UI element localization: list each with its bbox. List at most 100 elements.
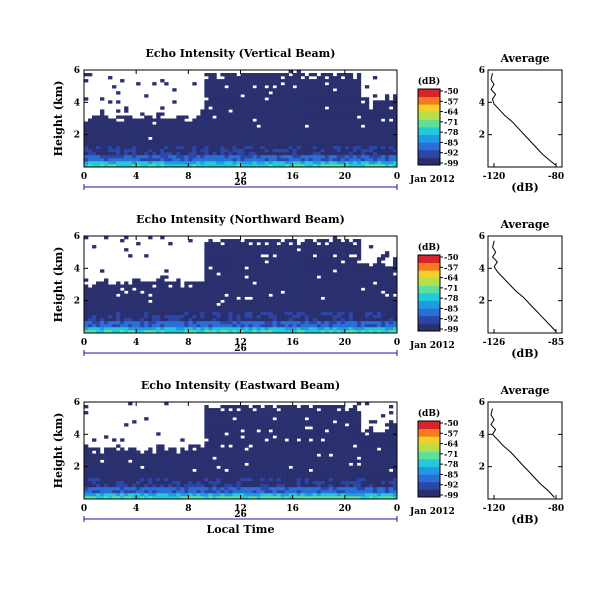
heatmap-cell — [256, 148, 261, 153]
heatmap-cell — [96, 115, 101, 119]
heatmap-cell — [248, 438, 253, 442]
heatmap-cell — [156, 317, 161, 322]
heatmap-cell — [156, 480, 161, 485]
heatmap-cell — [236, 489, 241, 494]
heatmap-cell — [244, 489, 249, 494]
heatmap-cell — [188, 308, 193, 313]
heatmap-cell — [348, 130, 354, 134]
heatmap-cell — [244, 251, 249, 255]
heatmap-cell — [212, 320, 217, 325]
heatmap-cell — [344, 287, 350, 291]
heatmap-cell — [228, 127, 233, 131]
heatmap-cell — [316, 296, 322, 300]
heatmap-cell — [124, 142, 129, 147]
heatmap-cell — [84, 290, 89, 294]
heatmap-cell — [248, 468, 253, 473]
heatmap-cell — [208, 94, 213, 98]
heatmap-cell — [284, 266, 289, 270]
heatmap-cell — [128, 305, 133, 310]
heatmap-cell — [148, 308, 153, 313]
heatmap-cell — [208, 248, 213, 252]
heatmap-cell — [336, 320, 342, 325]
heatmap-cell — [192, 154, 197, 159]
heatmap-cell — [116, 160, 121, 165]
heatmap-cell — [336, 97, 342, 101]
heatmap-cell — [240, 441, 245, 445]
heatmap-cell — [388, 266, 394, 270]
heatmap-cell — [212, 423, 217, 427]
heatmap-cell — [124, 495, 129, 500]
heatmap-cell — [348, 79, 354, 83]
heatmap-cell — [292, 118, 297, 122]
heatmap-cell — [136, 242, 141, 246]
heatmap-cell — [240, 79, 245, 83]
heatmap-cell — [376, 305, 382, 310]
heatmap-cell — [268, 465, 273, 469]
heatmap-cell — [160, 121, 165, 125]
heatmap-cell — [320, 269, 326, 273]
heatmap-cell — [200, 299, 205, 303]
heatmap-cell — [372, 106, 378, 110]
heatmap-cell — [236, 97, 241, 101]
heatmap-cell — [200, 115, 205, 119]
heatmap-cell — [224, 414, 229, 418]
heatmap-cell — [308, 260, 314, 264]
heatmap-cell — [96, 293, 101, 297]
heatmap-cell — [328, 88, 334, 92]
heatmap-cell — [344, 139, 350, 144]
heatmap-cell — [100, 148, 105, 153]
heatmap-cell — [232, 136, 237, 141]
heatmap-cell — [320, 326, 326, 331]
heatmap-cell — [288, 79, 293, 83]
heatmap-cell — [172, 450, 177, 454]
heatmap-cell — [340, 257, 346, 261]
heatmap-cell — [288, 311, 293, 316]
heatmap-cell — [320, 299, 326, 303]
heatmap-cell — [296, 326, 301, 331]
heatmap-cell — [108, 447, 113, 451]
heatmap-cell — [264, 79, 269, 83]
heatmap-cell — [200, 121, 205, 125]
heatmap-cell — [240, 88, 245, 92]
heatmap-cell — [372, 293, 378, 297]
heatmap-cell — [236, 314, 241, 319]
heatmap-cell — [308, 293, 314, 297]
heatmap-cell — [252, 299, 257, 303]
heatmap-cell — [324, 278, 330, 282]
heatmap-cell — [260, 245, 265, 249]
heatmap-cell — [348, 242, 354, 246]
heatmap-cell — [208, 465, 213, 469]
heatmap-cell — [220, 106, 225, 110]
heatmap-cell — [272, 257, 277, 261]
heatmap-cell — [88, 495, 93, 500]
heatmap-cell — [216, 88, 221, 92]
heatmap-cell — [132, 124, 137, 128]
heatmap-cell — [224, 317, 229, 322]
heatmap-cell — [248, 133, 253, 137]
heatmap-cell — [360, 133, 366, 137]
heatmap-cell — [276, 124, 281, 128]
heatmap-cell — [212, 495, 217, 500]
panel-title: Echo Intensity (Vertical Beam) — [145, 47, 335, 60]
heatmap-cell — [196, 163, 201, 168]
heatmap-cell — [324, 263, 330, 267]
heatmap-cell — [248, 245, 253, 249]
heatmap-cell — [324, 311, 330, 316]
heatmap-cell — [120, 293, 125, 297]
heatmap-cell — [308, 154, 314, 159]
heatmap-cell — [116, 486, 121, 491]
heatmap-cell — [140, 281, 145, 285]
heatmap-cell — [340, 97, 346, 101]
heatmap-cell — [244, 136, 249, 141]
heatmap-cell — [344, 85, 350, 89]
heatmap-cell — [244, 109, 249, 113]
heatmap-cell — [236, 260, 241, 264]
heatmap-cell — [392, 115, 398, 119]
heatmap-cell — [144, 148, 149, 153]
heatmap-cell — [152, 124, 157, 128]
heatmap-cell — [348, 302, 354, 307]
heatmap-cell — [288, 296, 293, 300]
heatmap-cell — [268, 405, 273, 409]
heatmap-cell — [244, 444, 249, 448]
heatmap-cell — [156, 450, 161, 454]
